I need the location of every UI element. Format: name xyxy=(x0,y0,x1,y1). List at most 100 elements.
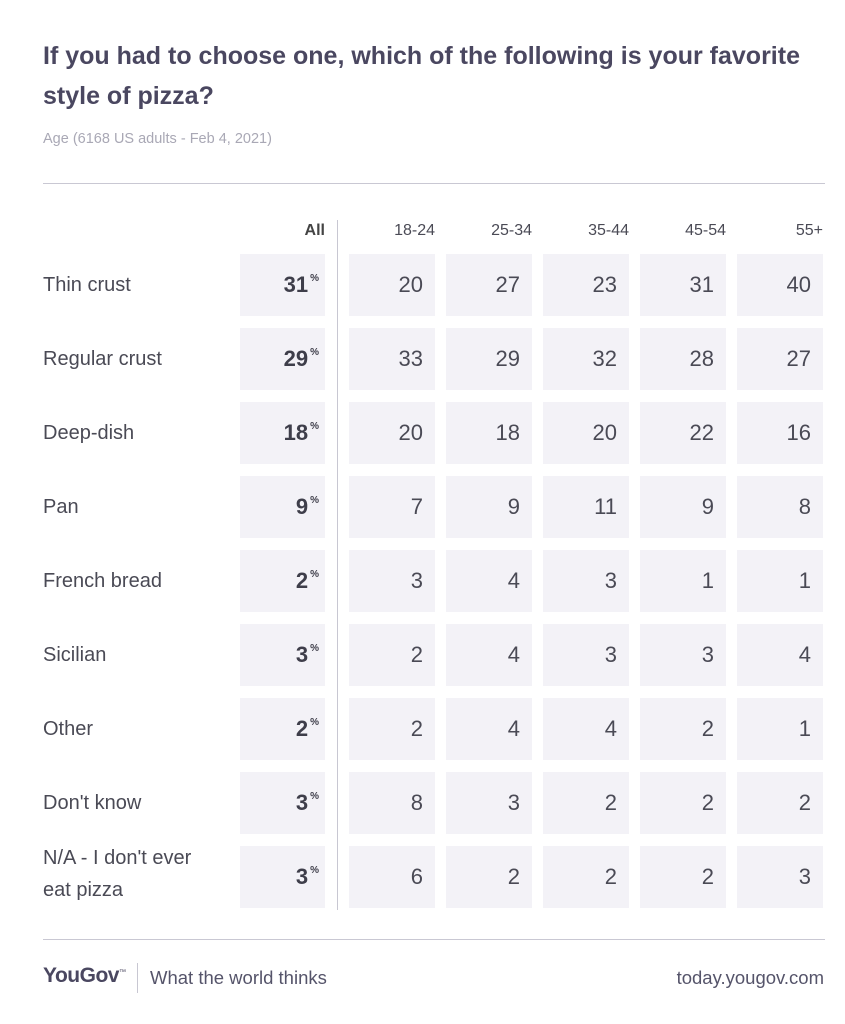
cell-value: 2 xyxy=(349,624,435,686)
footer-tagline: What the world thinks xyxy=(150,967,327,988)
cell-number: 27 xyxy=(786,346,811,371)
cell-number: 2 xyxy=(798,790,811,815)
row-label: N/A - I don't ever eat pizza xyxy=(43,847,192,901)
cell-value: 33 xyxy=(349,328,435,390)
cell-value: 2 xyxy=(543,846,629,908)
cell-value: 40 xyxy=(737,254,823,316)
cell-number: 29 xyxy=(283,346,309,371)
row-label: Deep-dish xyxy=(43,422,135,444)
footer-divider xyxy=(137,963,138,993)
cell-number: 8 xyxy=(410,790,423,815)
row-label: Sicilian xyxy=(43,644,107,666)
cell-value: 11 xyxy=(543,476,629,538)
cell-number: 1 xyxy=(701,568,714,593)
cell-number: 20 xyxy=(398,272,423,297)
cell-number: 23 xyxy=(592,272,617,297)
cell-value: 31 xyxy=(640,254,726,316)
cell-value: 6 xyxy=(349,846,435,908)
cell-value: 3 xyxy=(640,624,726,686)
cell-value: 4 xyxy=(446,624,532,686)
cell-value: 8 xyxy=(349,772,435,834)
cell-number: 3 xyxy=(798,864,811,889)
cell-value: 20 xyxy=(349,402,435,464)
cell-number: 4 xyxy=(507,716,520,741)
cell-number: 18 xyxy=(283,420,309,445)
cell-all-value: 3% xyxy=(240,846,325,908)
cell-number: 3 xyxy=(295,864,309,889)
cell-number: 4 xyxy=(507,642,520,667)
cell-value: 22 xyxy=(640,402,726,464)
cell-number: 40 xyxy=(786,272,811,297)
percent-sign: % xyxy=(310,272,319,284)
footer-url[interactable]: today.yougov.com xyxy=(676,967,824,988)
cell-value: 4 xyxy=(446,698,532,760)
cell-number: 2 xyxy=(701,716,714,741)
cell-all-value: 29% xyxy=(240,328,325,390)
cell-value: 2 xyxy=(543,772,629,834)
percent-sign: % xyxy=(310,420,319,432)
row-label: Thin crust xyxy=(43,274,131,296)
cell-value: 20 xyxy=(543,402,629,464)
cell-all-value: 2% xyxy=(240,698,325,760)
column-header-45-54: 45-54 xyxy=(685,222,726,239)
cell-number: 3 xyxy=(604,642,617,667)
cell-value: 4 xyxy=(446,550,532,612)
cell-number: 9 xyxy=(701,494,714,519)
cell-value: 2 xyxy=(446,846,532,908)
cell-number: 1 xyxy=(798,568,811,593)
cell-all-value: 18% xyxy=(240,402,325,464)
chart-title: If you had to choose one, which of the f… xyxy=(43,42,800,110)
cell-value: 1 xyxy=(640,550,726,612)
row-label: Regular crust xyxy=(43,348,162,370)
percent-sign: % xyxy=(310,790,319,802)
row-label: Other xyxy=(43,718,94,740)
cell-number: 2 xyxy=(604,864,617,889)
cell-value: 2 xyxy=(640,698,726,760)
cell-all-value: 3% xyxy=(240,624,325,686)
cell-number: 9 xyxy=(507,494,520,519)
cell-value: 3 xyxy=(737,846,823,908)
cell-number: 4 xyxy=(798,642,811,667)
cell-value: 16 xyxy=(737,402,823,464)
cell-number: 1 xyxy=(798,716,811,741)
cell-number: 7 xyxy=(410,494,423,519)
cell-value: 9 xyxy=(446,476,532,538)
cell-value: 3 xyxy=(446,772,532,834)
cell-number: 2 xyxy=(604,790,617,815)
cell-number: 32 xyxy=(592,346,617,371)
cell-number: 6 xyxy=(410,864,423,889)
percent-sign: % xyxy=(310,864,319,876)
cell-number: 9 xyxy=(295,494,309,519)
chart-subtitle: Age (6168 US adults - Feb 4, 2021) xyxy=(43,131,272,147)
percent-sign: % xyxy=(310,568,319,580)
cell-number: 3 xyxy=(410,568,423,593)
cell-value: 2 xyxy=(737,772,823,834)
row-label: Pan xyxy=(43,496,79,518)
cell-value: 8 xyxy=(737,476,823,538)
cell-number: 20 xyxy=(398,420,423,445)
cell-value: 3 xyxy=(543,624,629,686)
bottom-divider xyxy=(43,939,825,940)
cell-value: 27 xyxy=(737,328,823,390)
column-header-18-24: 18-24 xyxy=(394,222,435,239)
cell-number: 2 xyxy=(295,716,309,741)
cell-number: 2 xyxy=(410,642,423,667)
cell-number: 18 xyxy=(495,420,520,445)
percent-sign: % xyxy=(310,346,319,358)
cell-number: 3 xyxy=(604,568,617,593)
cell-value: 4 xyxy=(737,624,823,686)
cell-value: 23 xyxy=(543,254,629,316)
percent-sign: % xyxy=(310,716,319,728)
cell-number: 20 xyxy=(592,420,617,445)
cell-value: 2 xyxy=(640,846,726,908)
cell-value: 1 xyxy=(737,698,823,760)
cell-number: 2 xyxy=(295,568,309,593)
cell-value: 9 xyxy=(640,476,726,538)
cell-number: 27 xyxy=(495,272,520,297)
cell-value: 3 xyxy=(349,550,435,612)
cell-number: 2 xyxy=(701,790,714,815)
cell-all-value: 2% xyxy=(240,550,325,612)
cell-number: 2 xyxy=(410,716,423,741)
cell-number: 2 xyxy=(701,864,714,889)
cell-number: 11 xyxy=(594,494,617,519)
